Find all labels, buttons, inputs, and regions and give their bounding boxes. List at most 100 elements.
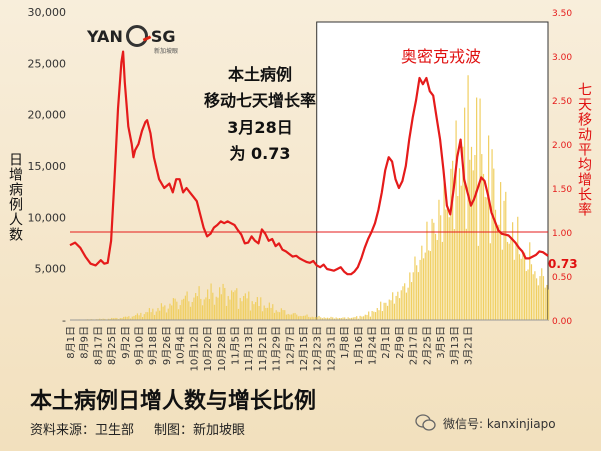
daily-cases-bar <box>272 304 274 320</box>
daily-cases-bar <box>129 318 132 320</box>
daily-cases-bar <box>314 316 317 320</box>
daily-cases-bar <box>503 200 505 320</box>
left-tick-label: 30,000 <box>28 6 67 19</box>
daily-cases-bar <box>268 302 270 320</box>
x-tick-label: 10月12日 <box>188 326 200 371</box>
daily-cases-bar <box>537 285 539 320</box>
daily-cases-bar <box>140 312 142 320</box>
daily-cases-bar <box>328 318 330 320</box>
daily-cases-bar <box>124 316 127 320</box>
x-tick-label: 11月13日 <box>243 326 255 371</box>
daily-cases-bar <box>260 297 262 320</box>
daily-cases-bar <box>297 316 300 320</box>
right-tick-label: 1.00 <box>552 229 572 239</box>
left-tick-label: 10,000 <box>28 211 67 224</box>
x-tick-label: 1月16日 <box>353 326 365 365</box>
daily-cases-bar <box>160 303 163 320</box>
daily-cases-bar <box>320 317 322 320</box>
daily-cases-bar <box>515 242 517 320</box>
daily-cases-bar <box>311 316 313 320</box>
daily-cases-bar <box>210 283 212 320</box>
daily-cases-bar <box>277 311 279 320</box>
wechat-text: 微信号: kanxinjiapo <box>443 416 556 431</box>
right-axis-label: 七天移动平均增长率 <box>576 82 592 217</box>
daily-cases-bar <box>251 301 253 320</box>
callout-line-1: 本土病例 <box>227 65 292 84</box>
chart-title: 本土病例日增人数与增长比例 <box>30 389 317 414</box>
daily-cases-bar <box>390 300 392 320</box>
daily-cases-bar <box>498 224 500 320</box>
left-axis-label: 日增病例人数 <box>7 152 23 242</box>
daily-cases-bar <box>165 312 168 320</box>
daily-cases-bar <box>138 315 140 320</box>
daily-cases-bar <box>136 313 139 320</box>
daily-cases-bar <box>236 288 238 320</box>
daily-cases-bar <box>506 241 509 320</box>
right-tick-label: 3.00 <box>552 53 572 63</box>
daily-cases-bar <box>383 302 385 320</box>
daily-cases-bar <box>361 316 363 320</box>
daily-cases-bar <box>409 272 411 320</box>
daily-cases-bar <box>227 296 229 320</box>
daily-cases-bar <box>273 312 276 320</box>
growth-ratio-line <box>69 50 549 276</box>
daily-cases-bar <box>126 316 128 320</box>
callout-line-2: 移动七天增长率 <box>203 91 316 111</box>
x-axis-ticks: 8月1日 8月9日 8月17日 8月25日 9月2日 9月10日 9月18日 9月26日 10月… <box>65 326 474 371</box>
right-tick-label: 1.50 <box>552 185 572 195</box>
daily-cases-bar <box>147 312 149 320</box>
x-tick-label: 3月21日 <box>462 326 474 365</box>
daily-cases-bar <box>338 318 341 320</box>
daily-cases-bar <box>395 295 397 320</box>
daily-cases-bar <box>548 289 550 320</box>
daily-cases-bar <box>362 316 365 320</box>
daily-cases-bar <box>261 311 264 320</box>
daily-cases-bar <box>243 296 245 320</box>
daily-cases-bar <box>474 155 476 320</box>
daily-cases-bar <box>306 314 308 320</box>
daily-cases-bar <box>153 314 156 320</box>
daily-cases-bar <box>350 317 353 320</box>
daily-cases-bar <box>171 305 173 320</box>
daily-cases-bar <box>208 299 210 320</box>
daily-cases-bar <box>530 264 533 320</box>
daily-cases-bar <box>232 292 234 320</box>
daily-cases-bar <box>128 316 130 320</box>
daily-cases-bar <box>412 272 414 320</box>
daily-cases-bar <box>123 316 125 320</box>
daily-cases-bar <box>352 317 354 320</box>
right-axis-ticks: 0.00 0.50 1.00 1.50 2.00 2.50 3.00 3.50 <box>552 9 572 327</box>
daily-cases-bar <box>284 310 286 320</box>
daily-cases-bar <box>464 107 466 320</box>
daily-cases-bar <box>111 317 113 320</box>
daily-cases-bar <box>493 168 495 320</box>
daily-cases-bar <box>335 317 337 320</box>
x-tick-label: 10月20日 <box>202 326 214 371</box>
daily-cases-bar <box>501 249 503 320</box>
daily-cases-bar <box>203 299 205 320</box>
x-tick-label: 10月28日 <box>216 326 228 371</box>
daily-cases-bar <box>460 185 462 320</box>
daily-cases-bar <box>172 298 174 320</box>
daily-cases-bar <box>131 316 133 320</box>
daily-cases-bar <box>354 317 356 320</box>
daily-cases-bar <box>491 149 493 320</box>
daily-cases-bar <box>181 299 183 320</box>
daily-cases-bar <box>224 287 226 320</box>
daily-cases-bar <box>304 315 306 320</box>
daily-cases-bar <box>410 282 413 320</box>
daily-cases-bar <box>237 308 240 320</box>
daily-cases-bar <box>169 303 171 320</box>
x-tick-label: 12月15日 <box>298 326 310 371</box>
daily-cases-bar <box>388 299 390 320</box>
daily-cases-bar <box>520 258 522 320</box>
daily-cases-bar <box>366 314 368 320</box>
daily-cases-bar <box>287 313 289 320</box>
daily-cases-bar <box>374 312 377 320</box>
x-tick-label: 1月24日 <box>367 326 379 365</box>
daily-cases-bar <box>325 317 327 320</box>
daily-cases-bar <box>148 308 151 320</box>
daily-cases-bar <box>397 291 399 320</box>
daily-cases-bar <box>356 316 358 320</box>
source-text: 资料来源：卫生部 <box>30 423 135 438</box>
